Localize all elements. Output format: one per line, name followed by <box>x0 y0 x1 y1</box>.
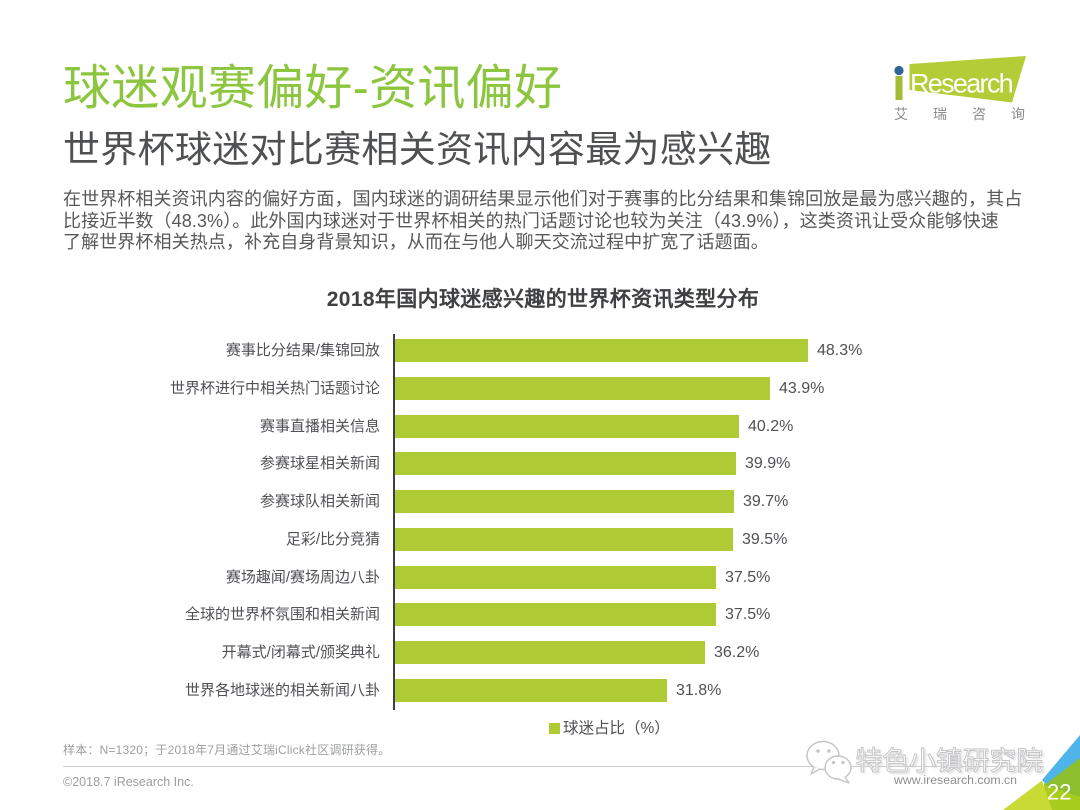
svg-text:22: 22 <box>1047 780 1071 805</box>
svg-text:Research: Research <box>910 69 1013 99</box>
